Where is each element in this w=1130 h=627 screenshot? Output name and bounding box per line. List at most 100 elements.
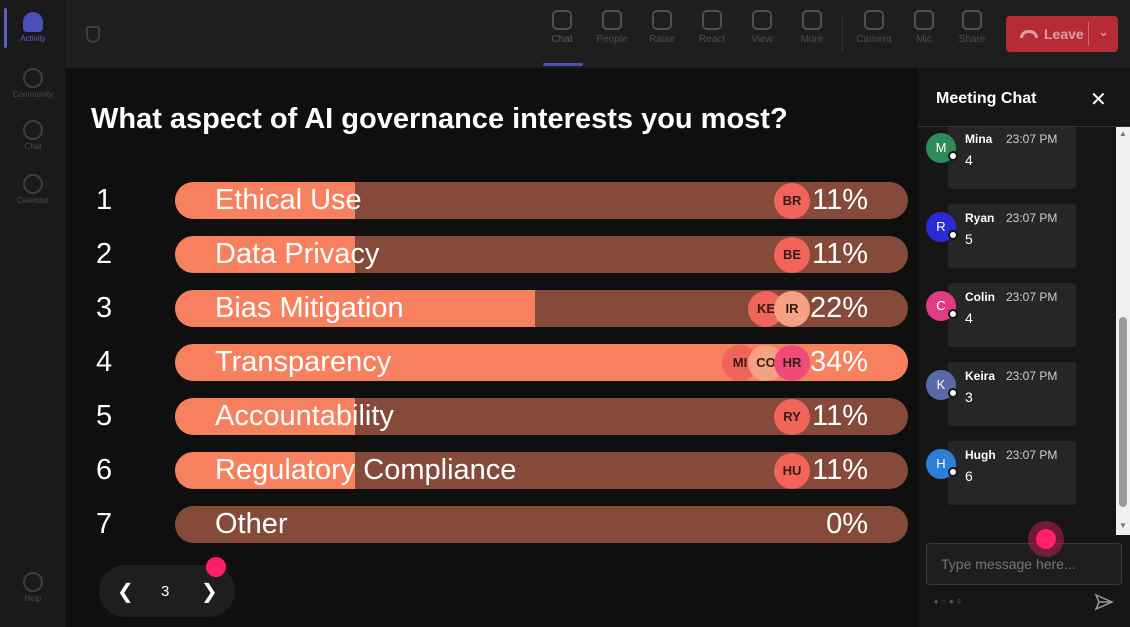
poll-option-row[interactable]: 4 Transparency MI CO HR 34% <box>66 344 918 382</box>
tb-react[interactable]: React <box>690 10 734 45</box>
rail-item-label: Community <box>12 90 54 99</box>
rail-calendar[interactable]: Calendar <box>0 174 66 205</box>
toolbar-button-label: People <box>596 34 628 45</box>
leave-divider <box>1088 22 1089 46</box>
poll-option-bar: Data Privacy BE 11% <box>175 236 908 273</box>
send-icon[interactable] <box>1094 592 1114 612</box>
chat-message: K Keira 23:07 PM 3 <box>926 362 1076 426</box>
people-icon <box>602 10 622 30</box>
poll-option-percent: 11% <box>812 400 868 432</box>
chevron-down-icon[interactable]: ⌄ <box>1098 24 1109 39</box>
meeting-chat-panel: Meeting Chat ✕ M Mina 23:07 PM 4 R Ryan 23:07 … <box>918 68 1130 627</box>
poll-option-percent: 11% <box>812 238 868 270</box>
poll-option-label: Regulatory Compliance <box>215 454 517 486</box>
shield-icon <box>86 26 100 43</box>
tb-people[interactable]: People <box>590 10 634 45</box>
poll-option-row[interactable]: 6 Regulatory Compliance HU 11% <box>66 452 918 490</box>
poll-option-number: 2 <box>96 238 113 270</box>
format-icons[interactable]: ♦○●◊ <box>934 597 964 606</box>
poll-question: What aspect of AI governance interests y… <box>91 103 788 135</box>
camera-icon <box>864 10 884 30</box>
poll-option-fill <box>175 182 355 219</box>
rail-help[interactable]: Help <box>0 572 66 603</box>
smiley-icon <box>702 10 722 30</box>
tb-raise[interactable]: Raise <box>640 10 684 45</box>
toolbar-button-label: More <box>800 34 824 45</box>
toolbar-divider <box>842 16 843 52</box>
poll-option-row[interactable]: 2 Data Privacy BE 11% <box>66 236 918 274</box>
message-author: Keira <box>965 369 996 383</box>
poll-option-row[interactable]: 3 Bias Mitigation KE IR 22% <box>66 290 918 328</box>
poll-option-number: 6 <box>96 454 113 486</box>
close-icon[interactable]: ✕ <box>1090 89 1107 111</box>
tb-chat[interactable]: Chat <box>540 10 584 45</box>
message-time: 23:07 PM <box>1006 448 1058 462</box>
toolbar-button-label: View <box>751 34 773 45</box>
rail-activity[interactable]: Activity <box>0 12 66 43</box>
toolbar-button-label: React <box>698 34 726 45</box>
poll-option-bar: Bias Mitigation KE IR 22% <box>175 290 908 327</box>
poll-option-bar: Regulatory Compliance HU 11% <box>175 452 908 489</box>
poll-option-label: Accountability <box>215 400 394 432</box>
poll-option-fill <box>175 236 355 273</box>
poll-option-percent: 11% <box>812 184 868 216</box>
poll-option-label: Transparency <box>215 346 392 378</box>
poll-option-label: Ethical Use <box>215 184 362 216</box>
rail-chat[interactable]: Chat <box>0 120 66 151</box>
toolbar-button-label: Share <box>958 34 986 45</box>
tb-share[interactable]: Share <box>950 10 994 45</box>
poll-option-fill <box>175 398 355 435</box>
tb-more[interactable]: More <box>790 10 834 45</box>
tb-mic[interactable]: Mic <box>902 10 946 45</box>
chat-divider <box>918 126 1130 127</box>
message-time: 23:07 PM <box>1006 211 1058 225</box>
tb-camera[interactable]: Camera <box>852 10 896 45</box>
message-text: 6 <box>965 468 973 484</box>
poll-option-label: Bias Mitigation <box>215 292 404 324</box>
poll-option-row[interactable]: 1 Ethical Use BR 11% <box>66 182 918 220</box>
presence-indicator <box>948 230 958 240</box>
chat-message: H Hugh 23:07 PM 6 <box>926 441 1076 505</box>
bell-icon <box>23 12 43 32</box>
tb-view[interactable]: View <box>740 10 784 45</box>
chat-message-input[interactable] <box>926 543 1122 585</box>
chat-scrollbar[interactable]: ▲ ▼ <box>1116 127 1130 535</box>
poll-option-row[interactable]: 7 Other 0% <box>66 506 918 544</box>
poll-option-number: 1 <box>96 184 113 216</box>
chevron-right-icon[interactable]: ❯ <box>201 581 218 603</box>
ellipsis-icon <box>802 10 822 30</box>
help-icon <box>23 572 43 592</box>
scroll-down-icon[interactable]: ▼ <box>1119 521 1127 530</box>
message-time: 23:07 PM <box>1006 132 1058 146</box>
poll-option-number: 5 <box>96 400 113 432</box>
leave-button[interactable]: Leave ⌄ <box>1006 16 1118 52</box>
voter-avatar: HR <box>774 345 810 381</box>
hand-icon <box>652 10 672 30</box>
voter-avatar: BR <box>774 183 810 219</box>
chevron-left-icon[interactable]: ❮ <box>117 581 134 603</box>
message-text: 3 <box>965 389 973 405</box>
poll-option-label: Data Privacy <box>215 238 380 270</box>
message-text: 5 <box>965 231 973 247</box>
poll-option-fill <box>175 452 355 489</box>
poll-option-fill <box>175 290 535 327</box>
poll-option-percent: 34% <box>809 346 868 378</box>
poll-option-row[interactable]: 5 Accountability RY 11% <box>66 398 918 436</box>
chat-message: R Ryan 23:07 PM 5 <box>926 204 1076 268</box>
rail-item-label: Activity <box>20 34 46 43</box>
chat-message: M Mina 23:07 PM 4 <box>926 127 1076 189</box>
poll-option-number: 3 <box>96 292 113 324</box>
chat-title: Meeting Chat <box>936 90 1037 107</box>
meeting-toolbar: Chat People Raise React View More Camera Mic Sha… <box>66 0 1130 68</box>
toolbar-button-label: Camera <box>856 34 892 45</box>
voter-avatar: IR <box>774 291 810 327</box>
chat-icon <box>552 10 572 30</box>
scroll-thumb[interactable] <box>1119 317 1127 507</box>
rail-help-label: Help <box>24 594 42 603</box>
scroll-up-icon[interactable]: ▲ <box>1119 129 1127 138</box>
presence-indicator <box>948 309 958 319</box>
rail-item-label: Chat <box>24 142 42 151</box>
rail-community[interactable]: Community <box>0 68 66 99</box>
click-pointer <box>1036 529 1056 549</box>
message-time: 23:07 PM <box>1006 290 1058 304</box>
